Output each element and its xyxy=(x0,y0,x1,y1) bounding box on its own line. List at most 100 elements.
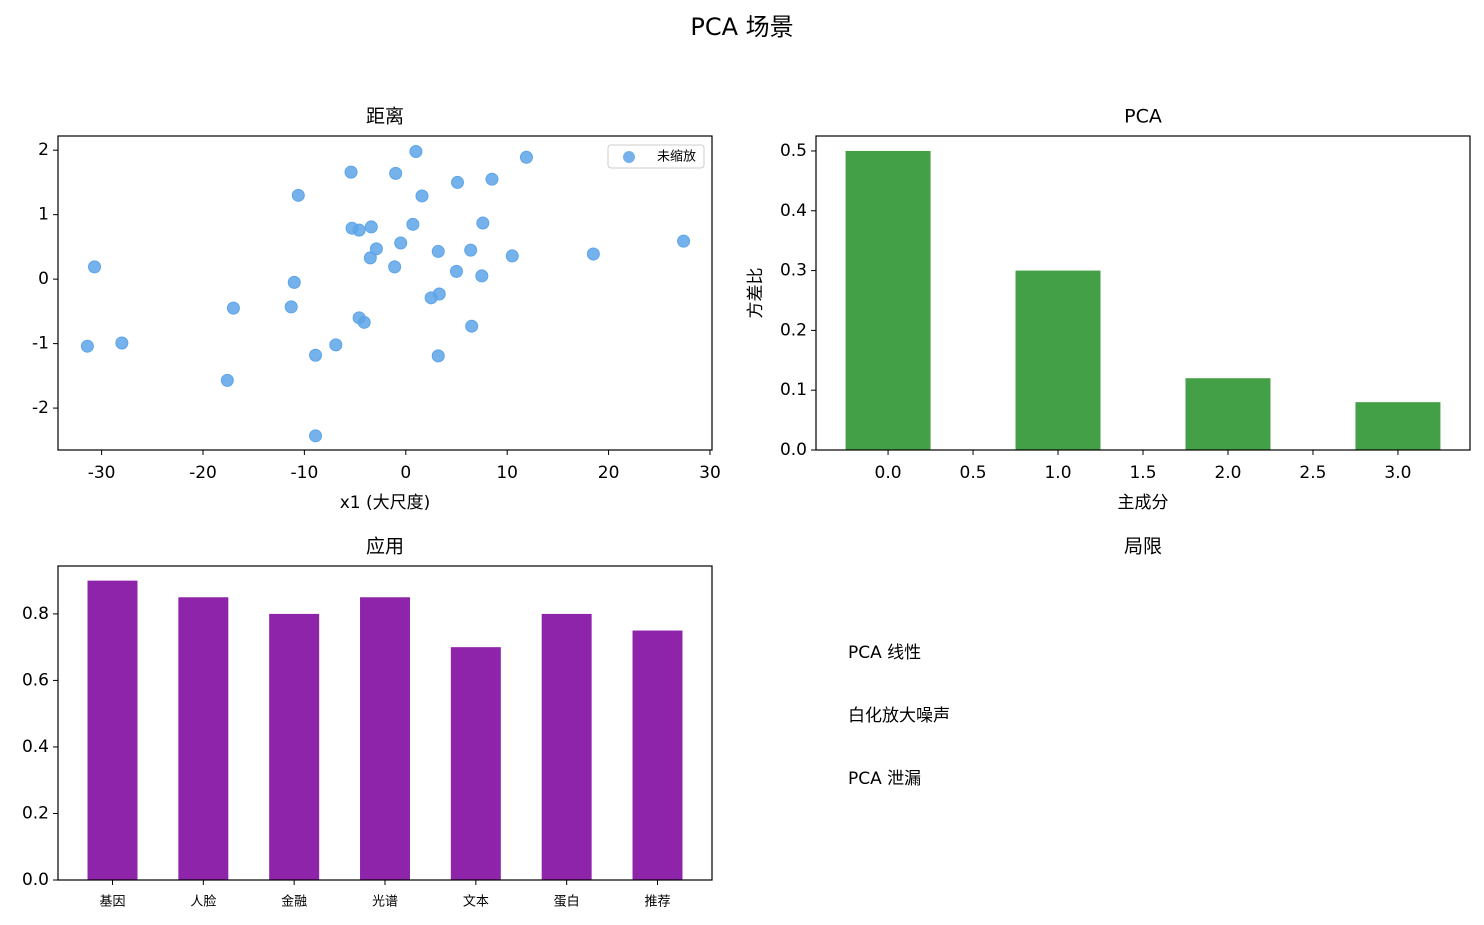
y-axis-label: 方差比 xyxy=(746,268,766,319)
bar xyxy=(541,613,592,880)
x-tick-label: 10 xyxy=(496,463,518,483)
y-tick-label: 0.4 xyxy=(780,201,807,221)
text-line: 白化放大噪声 xyxy=(848,706,950,726)
point xyxy=(220,373,234,387)
axes-frame xyxy=(815,135,1471,451)
y-tick-label: 0.2 xyxy=(780,320,807,340)
point xyxy=(115,336,129,350)
x-tick-label: 0 xyxy=(400,463,411,483)
x-tick-label: 2.5 xyxy=(1299,463,1326,483)
axes-title: 应用 xyxy=(366,536,404,558)
bar xyxy=(1185,378,1271,450)
legend-marker xyxy=(623,151,635,163)
bar xyxy=(1355,402,1441,450)
bar xyxy=(269,613,320,880)
y-tick-label: 0.0 xyxy=(780,440,807,460)
point xyxy=(291,188,305,202)
point xyxy=(449,264,463,278)
point xyxy=(450,175,464,189)
point xyxy=(389,166,403,180)
bar xyxy=(1015,270,1101,450)
point xyxy=(329,338,343,352)
point xyxy=(505,249,519,263)
bar xyxy=(178,597,229,880)
x-tick-label: -30 xyxy=(88,463,116,483)
x-tick-label: 30 xyxy=(699,463,721,483)
x-tick-label: 0.0 xyxy=(875,463,902,483)
axes-title: 局限 xyxy=(1124,536,1162,558)
y-tick-label: 0.8 xyxy=(22,604,49,624)
bar xyxy=(845,150,931,450)
axes-frame xyxy=(57,565,713,881)
point xyxy=(519,150,533,164)
axes-title: 距离 xyxy=(366,106,404,128)
point xyxy=(432,287,446,301)
x-axis-label: x1 (大尺度) xyxy=(340,493,431,513)
point xyxy=(409,144,423,158)
x-tick-label: -20 xyxy=(189,463,217,483)
x-tick-label: 金融 xyxy=(281,894,307,910)
point xyxy=(485,172,499,186)
y-tick-label: 0.6 xyxy=(22,670,49,690)
point xyxy=(431,244,445,258)
figure-title: PCA 场景 xyxy=(690,13,793,41)
y-tick-label: 0.4 xyxy=(22,737,49,757)
x-tick-label: 1.0 xyxy=(1044,463,1071,483)
point xyxy=(406,217,420,231)
point xyxy=(88,260,102,274)
x-tick-label: 2.0 xyxy=(1214,463,1241,483)
legend-label: 未缩放 xyxy=(657,149,696,165)
legend-box xyxy=(607,144,705,169)
point xyxy=(394,236,408,250)
axes-frame xyxy=(57,135,713,451)
point xyxy=(369,242,383,256)
x-tick-label: 3.0 xyxy=(1384,463,1411,483)
point xyxy=(309,348,323,362)
y-tick-label: 0.3 xyxy=(780,261,807,281)
x-tick-label: 0.5 xyxy=(960,463,987,483)
x-tick-label: 推荐 xyxy=(644,895,670,910)
bar xyxy=(632,630,683,880)
point xyxy=(352,223,366,237)
x-tick-label: -10 xyxy=(291,463,319,483)
point xyxy=(465,319,479,333)
x-tick-label: 20 xyxy=(598,463,620,483)
point xyxy=(677,234,691,248)
x-tick-label: 人脸 xyxy=(190,895,216,910)
point xyxy=(287,275,301,289)
point xyxy=(431,349,445,363)
point xyxy=(80,339,94,353)
bar xyxy=(87,580,138,880)
point xyxy=(364,220,378,234)
y-tick-label: 0.0 xyxy=(22,870,49,890)
point xyxy=(284,300,298,314)
y-tick-label: 2 xyxy=(38,140,49,160)
point xyxy=(357,315,371,329)
text-line: PCA 线性 xyxy=(848,643,921,663)
bar xyxy=(360,597,410,880)
axes-title: PCA xyxy=(1124,106,1162,128)
x-tick-label: 蛋白 xyxy=(554,894,580,910)
bar xyxy=(450,647,501,880)
point xyxy=(363,251,377,265)
point xyxy=(476,216,490,230)
y-tick-label: 0.5 xyxy=(780,141,807,161)
point xyxy=(415,189,429,203)
point xyxy=(586,247,600,261)
point xyxy=(475,269,489,283)
x-tick-label: 光谱 xyxy=(372,895,398,910)
y-tick-label: 0.2 xyxy=(22,803,49,823)
text-line: PCA 泄漏 xyxy=(848,769,921,789)
y-tick-label: 0.1 xyxy=(780,380,807,400)
point xyxy=(388,260,402,274)
x-axis-label: 主成分 xyxy=(1118,493,1169,513)
point xyxy=(344,165,358,179)
x-tick-label: 文本 xyxy=(463,895,489,910)
point xyxy=(464,243,478,257)
y-tick-label: -2 xyxy=(32,398,49,418)
x-tick-label: 基因 xyxy=(99,895,125,910)
y-tick-label: 1 xyxy=(38,205,49,225)
y-tick-label: -1 xyxy=(32,334,49,354)
y-tick-label: 0 xyxy=(38,269,49,289)
